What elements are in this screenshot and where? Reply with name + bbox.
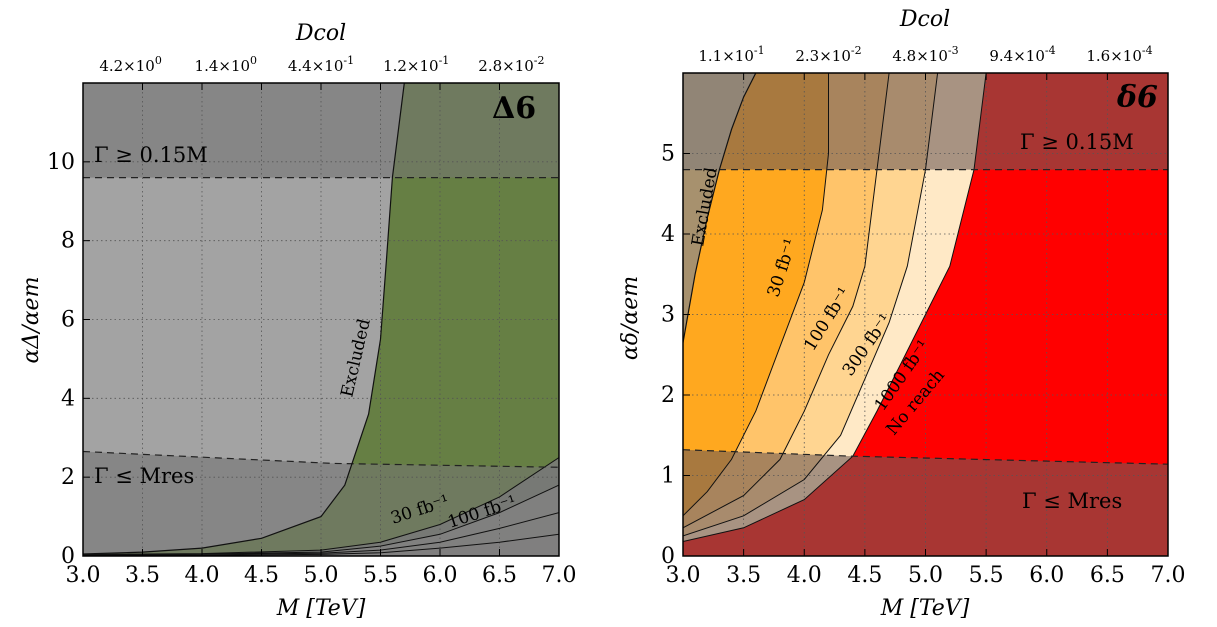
y-tick-label: 0 [61, 544, 75, 569]
y-tick-label: 4 [61, 386, 75, 411]
panel-badge: Δ6 [492, 91, 536, 126]
y-tick-label: 1 [661, 464, 675, 489]
x-tick-label: 3.5 [726, 563, 761, 588]
y-tick-label: 2 [661, 383, 675, 408]
x-tick-label: 4.0 [787, 563, 822, 588]
region-excluded [83, 83, 405, 556]
y-tick-label: 5 [661, 142, 675, 167]
top-axis-label: Dcol [295, 21, 346, 46]
y-tick-label: 2 [61, 465, 75, 490]
region-30fb [683, 73, 829, 516]
y-axis-label: αΔ/αem [19, 277, 44, 364]
panel-delta6: 3.0 3.5 4.0 4.5 5.0 5.5 6.0 6.5 7.0 0 2 4 6 8 10 4.2×10… [19, 21, 577, 621]
grid [83, 83, 559, 556]
panel-badge: δ6 [1116, 80, 1158, 115]
top-tick-label: 1.4×100 [195, 54, 258, 75]
x-tick-label: 5.0 [908, 563, 943, 588]
x-axis-label: M [TeV] [276, 596, 366, 621]
top-tick-label: 1.2×10-1 [383, 54, 449, 75]
top-tick-label: 2.8×10-2 [478, 54, 544, 75]
x-tick-label: 3.5 [125, 563, 160, 588]
annotation-width-high: Γ ≥ 0.15M [1020, 130, 1134, 154]
contour-line-1 [683, 73, 890, 529]
y-tick-label: 10 [47, 150, 75, 175]
top-tick-label: 4.8×10-3 [892, 44, 958, 65]
x-tick-label: 7.0 [542, 563, 577, 588]
top-tick-label: 1.6×10-4 [1086, 44, 1152, 65]
contour-line-3 [683, 73, 987, 542]
top-tick-label: 2.3×10-2 [795, 44, 861, 65]
width-lower-line [83, 450, 559, 468]
x-tick-label: 6.5 [482, 563, 517, 588]
contours [683, 73, 987, 542]
top-axis-label: Dcol [899, 7, 950, 32]
x-tick-label: 7.0 [1151, 563, 1186, 588]
contour-line-0 [683, 73, 829, 517]
x-tick-label: 5.0 [304, 563, 339, 588]
x-tick-label: 3.0 [66, 563, 101, 588]
top-tick-label: 9.4×10-4 [989, 44, 1055, 65]
top-tick-label: 4.4×10-1 [288, 54, 354, 75]
y-tick-label: 4 [661, 222, 675, 247]
x-tick-label: 5.5 [363, 563, 398, 588]
annotation-width-high: Γ ≥ 0.15M [94, 143, 208, 167]
x-tick-label: 6.0 [1029, 563, 1064, 588]
x-tick-label: 6.0 [423, 563, 458, 588]
y-tick-label: 8 [61, 229, 75, 254]
y-tick-label: 6 [61, 308, 75, 333]
y-tick-label: 3 [661, 303, 675, 328]
top-tick-label: 1.1×10-1 [698, 44, 764, 65]
axis-ticks: 3.0 3.5 4.0 4.5 5.0 5.5 6.0 6.5 7.0 0 1 2 3 4 5 1.1×10-… [661, 44, 1186, 588]
excluded-boundary [683, 73, 757, 343]
annotation-width-low: Γ ≤ Mres [1022, 489, 1122, 513]
y-axis-label: αδ/αem [618, 276, 643, 360]
region-excluded [683, 73, 756, 556]
x-tick-label: 4.5 [244, 563, 279, 588]
panel-delta6-lower: 3.0 3.5 4.0 4.5 5.0 5.5 6.0 6.5 7.0 0 1 2 3 4 5 1.1×10-… [618, 7, 1186, 621]
contour-line-2 [683, 73, 939, 537]
x-axis-label: M [TeV] [880, 596, 970, 621]
width-lower-line [683, 449, 1168, 465]
y-tick-label: 0 [661, 544, 675, 569]
x-tick-label: 6.5 [1090, 563, 1125, 588]
excluded-boundary [83, 83, 405, 555]
x-tick-label: 5.5 [969, 563, 1004, 588]
top-tick-label: 4.2×100 [99, 54, 162, 75]
region-narrow-width [683, 449, 1168, 556]
x-tick-label: 4.0 [185, 563, 220, 588]
x-tick-label: 3.0 [666, 563, 701, 588]
axis-ticks: 3.0 3.5 4.0 4.5 5.0 5.5 6.0 6.5 7.0 0 2 4 6 8 10 4.2×10… [47, 54, 577, 588]
annotation-width-low: Γ ≤ Mres [94, 464, 194, 488]
x-tick-label: 4.5 [847, 563, 882, 588]
